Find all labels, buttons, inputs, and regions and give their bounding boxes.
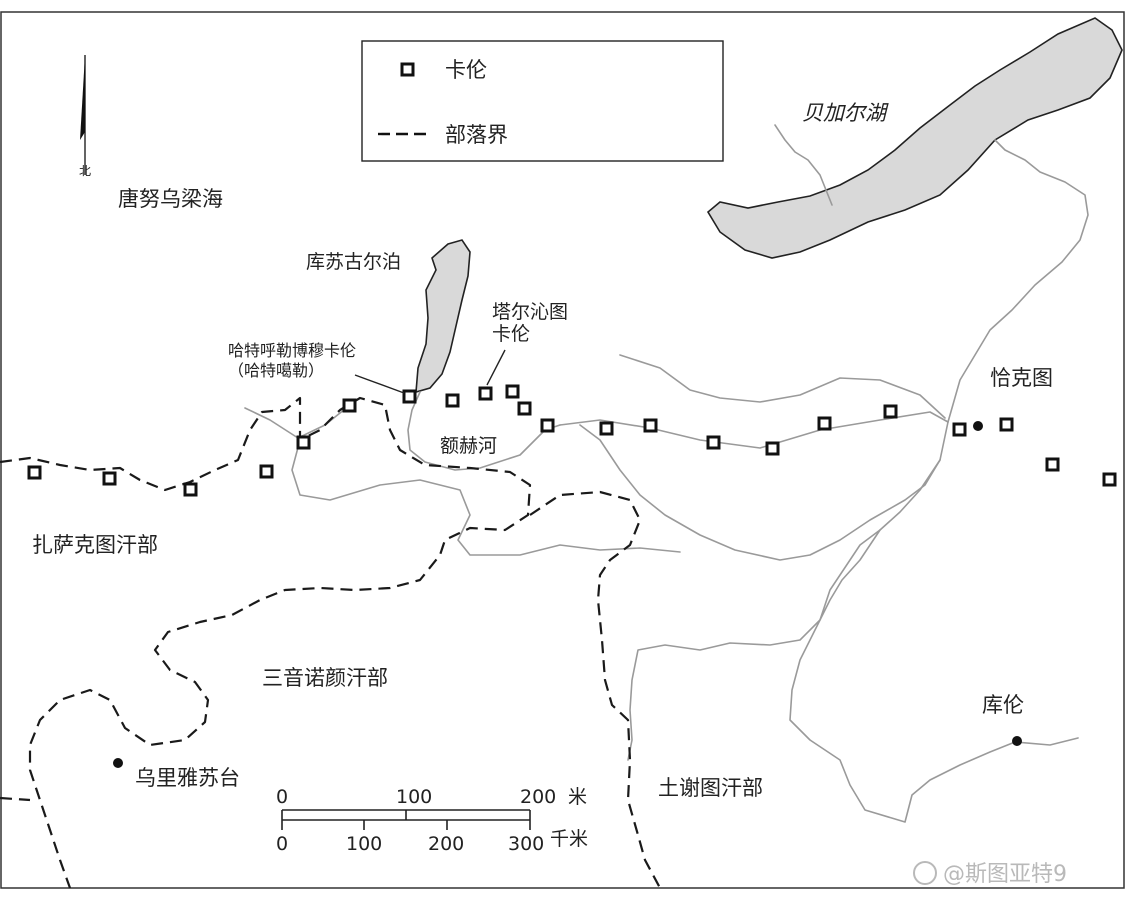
karun-post bbox=[643, 418, 658, 433]
karun-post bbox=[402, 389, 417, 404]
label-baikal: 贝加尔湖 bbox=[802, 101, 889, 125]
karun-post bbox=[706, 435, 721, 450]
scale-km-200: 200 bbox=[428, 833, 464, 855]
legend: 卡伦 部落界 bbox=[361, 40, 724, 162]
tribal-boundaries bbox=[0, 396, 661, 889]
karun-post bbox=[817, 416, 832, 431]
karun-post bbox=[1045, 457, 1060, 472]
label-hathul-line1: 哈特呼勒博穆卡伦 bbox=[228, 341, 356, 360]
legend-karun-label: 卡伦 bbox=[445, 58, 487, 82]
label-eg-river: 额赫河 bbox=[440, 435, 497, 457]
legend-box bbox=[361, 40, 724, 162]
lake-khovsgol bbox=[415, 239, 471, 394]
karun-post bbox=[183, 482, 198, 497]
label-tarqin-line1: 塔尔沁图 bbox=[492, 301, 568, 323]
scale-km-100: 100 bbox=[346, 833, 382, 855]
rivers bbox=[244, 124, 1089, 823]
scale-bar: 0 100 200 米 0 100 200 300 千米 bbox=[276, 786, 588, 855]
karun-posts bbox=[27, 384, 1117, 497]
karun-post bbox=[478, 386, 493, 401]
karun-post bbox=[952, 422, 967, 437]
city-marker-urga bbox=[1012, 736, 1022, 746]
karun-post bbox=[445, 393, 460, 408]
scale-mile-200: 200 bbox=[520, 786, 556, 808]
karun-post bbox=[342, 398, 357, 413]
legend-boundary-label: 部落界 bbox=[445, 123, 508, 147]
label-tannu-uriankhai: 唐努乌梁海 bbox=[118, 187, 223, 211]
karun-post bbox=[765, 441, 780, 456]
karun-post bbox=[27, 465, 42, 480]
scale-mile-unit: 米 bbox=[568, 786, 587, 808]
label-kyakhta: 恰克图 bbox=[990, 366, 1053, 390]
scale-km-unit: 千米 bbox=[550, 828, 588, 850]
karun-post bbox=[102, 471, 117, 486]
north-arrow-icon bbox=[80, 55, 85, 140]
label-tushetu: 土谢图汗部 bbox=[658, 776, 763, 800]
label-uliastai: 乌里雅苏台 bbox=[135, 766, 240, 790]
karun-post bbox=[517, 401, 532, 416]
leader-line-tarqin bbox=[486, 349, 506, 386]
label-sain-noyon: 三音诺颜汗部 bbox=[262, 666, 388, 690]
leader-line-hathul bbox=[354, 374, 405, 394]
north-label: 北 bbox=[79, 164, 91, 178]
watermark-text: @斯图亚特9 bbox=[943, 862, 1067, 887]
karun-post bbox=[599, 421, 614, 436]
scale-km-300: 300 bbox=[508, 833, 544, 855]
watermark: @斯图亚特9 bbox=[913, 861, 1067, 887]
scale-mile-0: 0 bbox=[276, 786, 288, 808]
label-tarqin-line2: 卡伦 bbox=[492, 323, 530, 345]
karun-post bbox=[296, 435, 311, 450]
karun-post bbox=[505, 384, 520, 399]
label-zasagt: 扎萨克图汗部 bbox=[32, 533, 158, 557]
karun-post bbox=[1102, 472, 1117, 487]
karun-post bbox=[259, 464, 274, 479]
map-border bbox=[0, 11, 1125, 889]
north-arrow: 北 bbox=[79, 55, 91, 178]
label-hathul-line2: （哈特噶勒） bbox=[228, 361, 324, 380]
lake-baikal bbox=[706, 17, 1123, 259]
label-urga: 库伦 bbox=[982, 693, 1024, 717]
karun-post bbox=[999, 417, 1014, 432]
weibo-icon bbox=[913, 861, 937, 885]
city-marker-uliastai bbox=[113, 758, 123, 768]
legend-karun-icon bbox=[400, 62, 415, 77]
karun-post bbox=[883, 404, 898, 419]
scale-mile-100: 100 bbox=[396, 786, 432, 808]
karun-post bbox=[540, 418, 555, 433]
scale-km-0: 0 bbox=[276, 833, 288, 855]
city-marker-kyakhta bbox=[973, 421, 983, 431]
label-khovsgol: 库苏古尔泊 bbox=[306, 251, 401, 273]
